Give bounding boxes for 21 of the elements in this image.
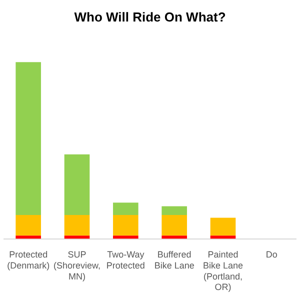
bar xyxy=(16,62,41,215)
x-tick-label: Painted Bike Lane (Portland, OR) xyxy=(202,250,244,292)
x-tick-label: SUP (Shoreview, MN) xyxy=(53,250,101,282)
bar xyxy=(16,214,41,236)
bar xyxy=(113,236,138,239)
bar xyxy=(64,154,90,215)
chart-title: Who Will Ride On What? xyxy=(74,9,226,24)
x-tick-label: Do xyxy=(266,250,278,260)
bar xyxy=(162,214,187,236)
bar xyxy=(113,202,138,215)
x-tick-label: Buffered Bike Lane xyxy=(154,250,194,270)
bar xyxy=(210,218,236,236)
bar xyxy=(64,214,90,236)
bar xyxy=(16,236,41,239)
bar xyxy=(64,236,90,239)
x-tick-label: Protected (Denmark) xyxy=(7,250,50,270)
bar xyxy=(162,206,187,215)
bar xyxy=(162,236,187,239)
bar xyxy=(210,236,236,239)
bar xyxy=(113,214,138,236)
x-tick-label: Two-Way Protected xyxy=(106,250,145,270)
